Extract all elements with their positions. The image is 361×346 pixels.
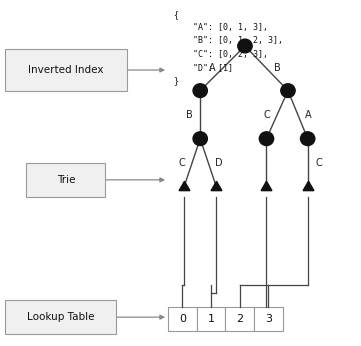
Circle shape — [193, 84, 207, 98]
Bar — [197, 307, 225, 331]
Text: A: A — [209, 63, 215, 73]
Text: C: C — [315, 158, 322, 168]
FancyBboxPatch shape — [5, 49, 127, 91]
Text: C: C — [263, 110, 270, 120]
Text: 1: 1 — [208, 314, 214, 324]
Text: Inverted Index: Inverted Index — [28, 65, 104, 75]
Text: Trie: Trie — [57, 175, 75, 185]
Text: B: B — [186, 110, 193, 120]
Circle shape — [193, 132, 207, 146]
Text: 3: 3 — [265, 314, 272, 324]
Bar — [254, 307, 283, 331]
FancyBboxPatch shape — [26, 163, 105, 197]
Circle shape — [281, 84, 295, 98]
Text: D: D — [215, 158, 223, 168]
Circle shape — [259, 132, 274, 146]
Text: {
    "A": [0, 1, 3],
    "B": [0, 1, 2, 3],
    "C": [0, 2, 3],
    "D": [1]
}: { "A": [0, 1, 3], "B": [0, 1, 2, 3], "C"… — [173, 10, 283, 85]
Text: C: C — [178, 158, 185, 168]
Text: B: B — [274, 63, 280, 73]
FancyBboxPatch shape — [5, 300, 116, 334]
Text: 0: 0 — [179, 314, 186, 324]
Text: Lookup Table: Lookup Table — [27, 312, 94, 322]
Text: 2: 2 — [236, 314, 243, 324]
Circle shape — [238, 39, 252, 53]
Text: A: A — [305, 110, 312, 120]
Bar — [225, 307, 254, 331]
Bar — [168, 307, 197, 331]
Circle shape — [300, 132, 315, 146]
